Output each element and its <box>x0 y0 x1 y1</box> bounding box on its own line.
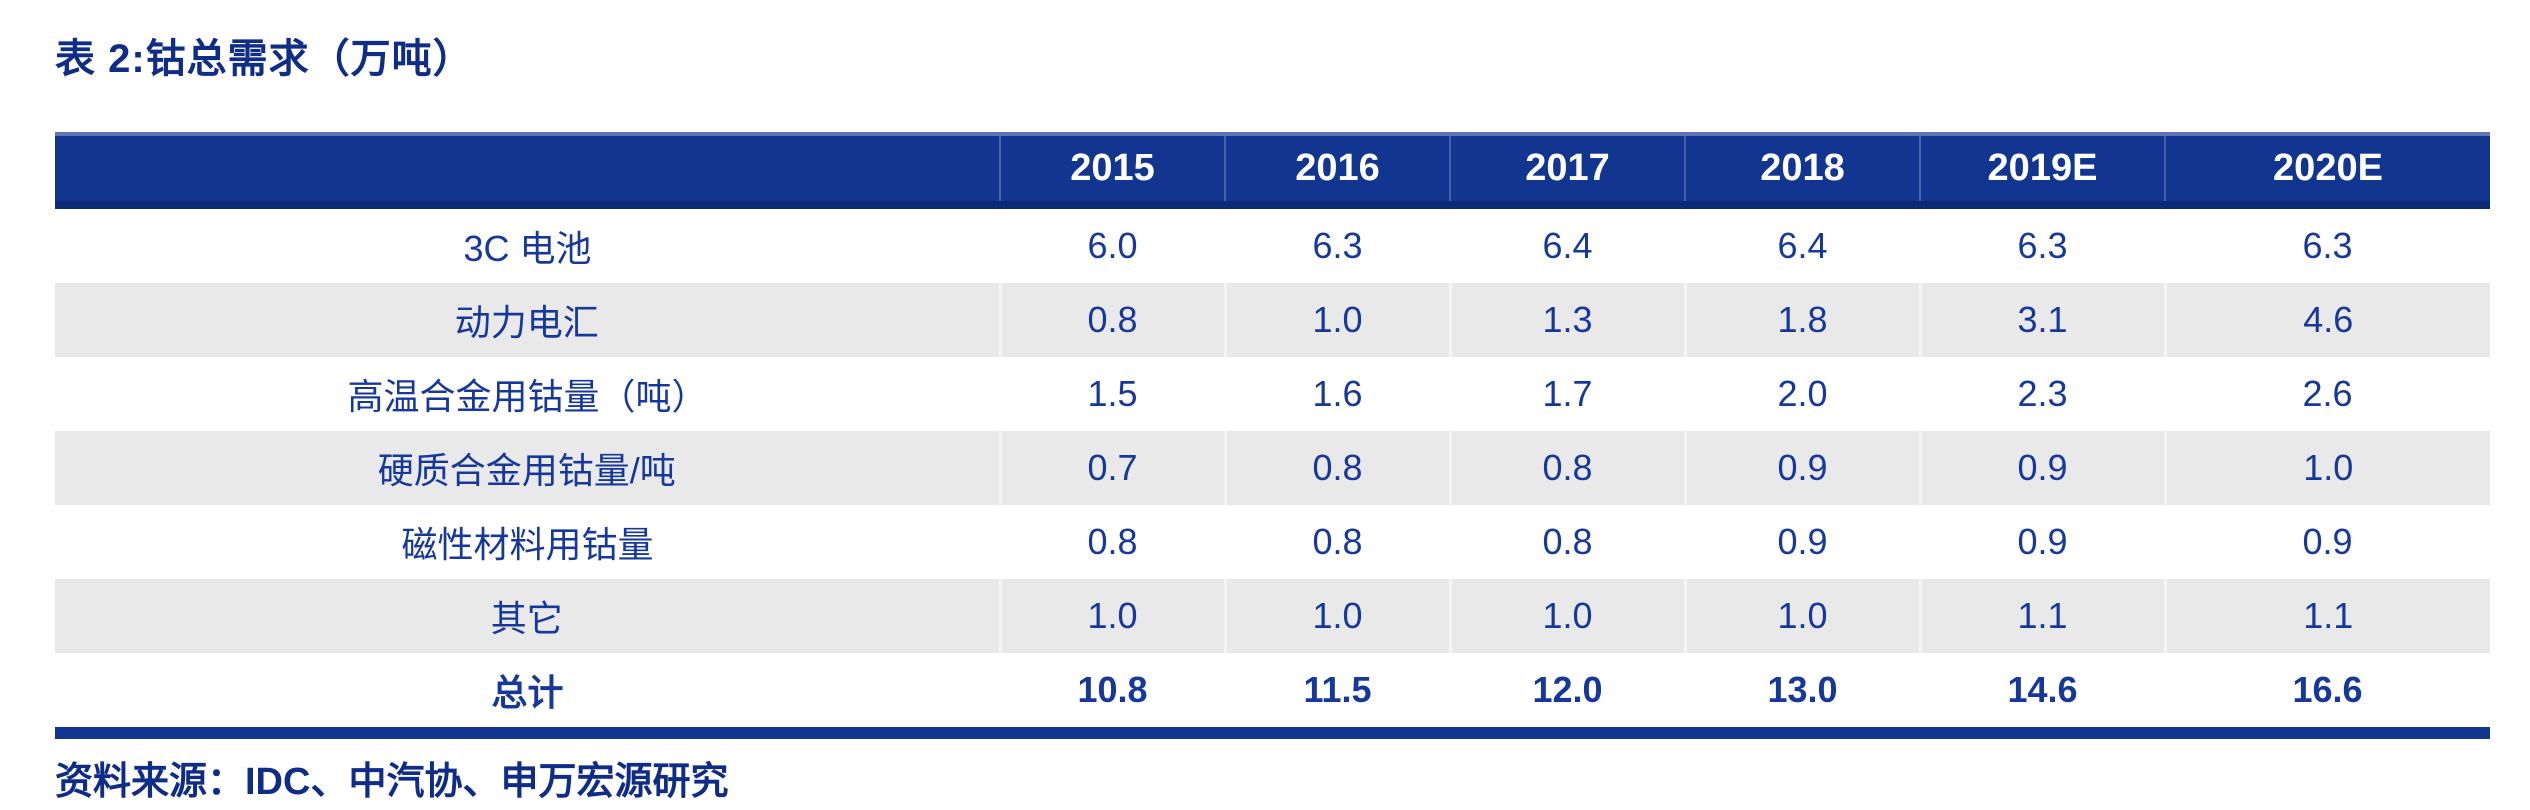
value-cell: 11.5 <box>1225 653 1450 739</box>
value-cell: 1.0 <box>2163 431 2490 505</box>
table-row: 磁性材料用钴量 0.8 0.8 0.8 0.9 0.9 0.9 <box>55 505 2490 579</box>
value-cell: 6.3 <box>1312 225 1363 266</box>
row-label: 高温合金用钴量（吨） <box>347 376 708 417</box>
table-row: 动力电汇 0.8 1.0 1.3 1.8 3.1 4.6 <box>55 283 2490 357</box>
value-cell: 4.6 <box>2163 283 2490 357</box>
year-column-header: 2015 <box>999 134 1225 205</box>
value-cell: 2.3 <box>2017 373 2068 414</box>
year-column-header: 2018 <box>1684 134 1920 205</box>
table-row: 硬质合金用钴量/吨 0.7 0.8 0.8 0.9 0.9 1.0 <box>55 431 2490 505</box>
year-column-header: 2019E <box>1919 134 2165 205</box>
row-label-column-header <box>55 134 1000 205</box>
value-cell: 1.1 <box>2163 579 2490 653</box>
value-cell: 2.6 <box>2302 373 2353 414</box>
value-cell: 1.0 <box>1223 579 1450 653</box>
value-cell: 1.0 <box>1683 579 1920 653</box>
value-cell: 6.3 <box>2017 225 2068 266</box>
value-cell: 1.5 <box>1087 373 1138 414</box>
value-cell: 0.7 <box>998 431 1225 505</box>
value-cell: 0.9 <box>1918 431 2165 505</box>
row-label: 动力电汇 <box>454 302 599 343</box>
table-row: 其它 1.0 1.0 1.0 1.0 1.1 1.1 <box>55 579 2490 653</box>
row-label: 总计 <box>55 653 1000 739</box>
value-cell: 1.0 <box>1223 283 1450 357</box>
value-cell: 0.8 <box>998 283 1225 357</box>
value-cell: 3.1 <box>1918 283 2165 357</box>
value-cell: 0.9 <box>1777 521 1828 562</box>
value-cell: 6.4 <box>1777 225 1828 266</box>
value-cell: 1.7 <box>1542 373 1593 414</box>
value-cell: 0.8 <box>1542 521 1593 562</box>
value-cell: 1.1 <box>1918 579 2165 653</box>
value-cell: 0.8 <box>1448 431 1685 505</box>
row-label: 3C 电池 <box>463 228 592 269</box>
year-column-header: 2017 <box>1449 134 1685 205</box>
row-label: 硬质合金用钴量/吨 <box>377 450 676 491</box>
total-row: 总计 10.8 11.5 12.0 13.0 14.6 16.6 <box>55 653 2490 739</box>
value-cell: 12.0 <box>1450 653 1685 739</box>
table-title: 表 2:钴总需求（万吨） <box>55 37 474 81</box>
value-cell: 0.8 <box>1223 431 1450 505</box>
value-cell: 1.0 <box>998 579 1225 653</box>
value-cell: 0.9 <box>1683 431 1920 505</box>
value-cell: 6.0 <box>1087 225 1138 266</box>
value-cell: 6.4 <box>1542 225 1593 266</box>
value-cell: 0.9 <box>2302 521 2353 562</box>
table-row: 高温合金用钴量（吨） 1.5 1.6 1.7 2.0 2.3 2.6 <box>55 357 2490 431</box>
year-column-header: 2020E <box>2164 134 2490 205</box>
value-cell: 1.8 <box>1683 283 1920 357</box>
value-cell: 2.0 <box>1777 373 1828 414</box>
value-cell: 0.8 <box>1312 521 1363 562</box>
value-cell: 1.6 <box>1312 373 1363 414</box>
value-cell: 14.6 <box>1920 653 2165 739</box>
cobalt-demand-table: 2015 2016 2017 2018 2019E 2020E 3C 电池 6.… <box>55 132 2490 739</box>
value-cell: 1.0 <box>1448 579 1685 653</box>
row-label: 磁性材料用钴量 <box>401 524 654 565</box>
year-column-header: 2016 <box>1224 134 1450 205</box>
table-row: 3C 电池 6.0 6.3 6.4 6.4 6.3 6.3 <box>55 205 2490 283</box>
value-cell: 10.8 <box>1000 653 1225 739</box>
table-header-row: 2015 2016 2017 2018 2019E 2020E <box>55 134 2490 205</box>
source-note: 资料来源：IDC、中汽协、申万宏源研究 <box>55 761 729 803</box>
value-cell: 0.8 <box>1087 521 1138 562</box>
value-cell: 1.3 <box>1448 283 1685 357</box>
value-cell: 0.9 <box>2017 521 2068 562</box>
value-cell: 13.0 <box>1685 653 1920 739</box>
value-cell: 16.6 <box>2165 653 2490 739</box>
value-cell: 6.3 <box>2302 225 2353 266</box>
row-label: 其它 <box>490 598 563 639</box>
